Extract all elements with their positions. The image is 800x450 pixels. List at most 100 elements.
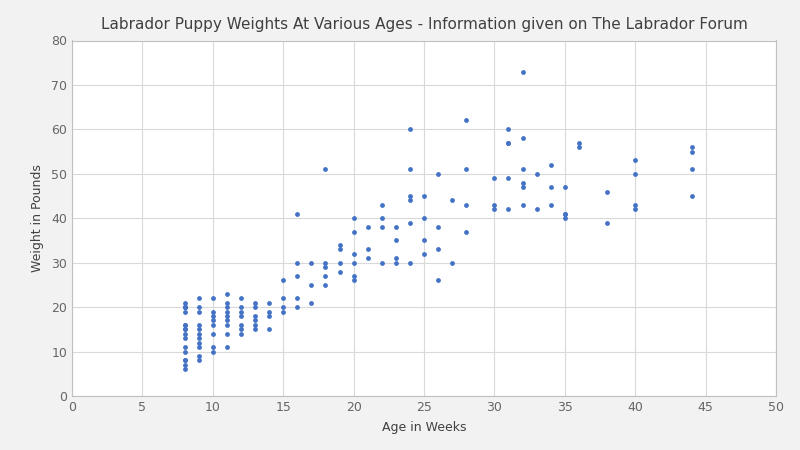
Point	[178, 326, 191, 333]
Point	[192, 295, 205, 302]
Point	[558, 210, 571, 217]
Point	[206, 348, 219, 355]
Point	[347, 259, 360, 266]
Point	[502, 206, 515, 213]
Point	[206, 317, 219, 324]
Point	[488, 201, 501, 208]
Point	[516, 135, 529, 142]
Point	[629, 206, 642, 213]
Point	[249, 317, 262, 324]
Point	[488, 175, 501, 182]
Point	[206, 321, 219, 328]
Point	[234, 326, 247, 333]
Point	[418, 237, 430, 244]
Point	[262, 326, 275, 333]
Point	[333, 246, 346, 253]
Point	[403, 126, 416, 133]
Point	[390, 224, 402, 231]
Point	[432, 224, 445, 231]
Point	[502, 139, 515, 146]
Point	[277, 295, 290, 302]
Point	[178, 361, 191, 369]
Point	[685, 193, 698, 200]
Point	[347, 277, 360, 284]
Point	[558, 210, 571, 217]
Point	[403, 193, 416, 200]
Point	[221, 312, 234, 319]
Point	[178, 366, 191, 373]
Point	[502, 126, 515, 133]
Point	[516, 166, 529, 173]
Point	[192, 343, 205, 351]
Point	[192, 303, 205, 310]
Point	[558, 215, 571, 222]
Point	[319, 281, 332, 288]
Point	[192, 357, 205, 364]
Point	[249, 321, 262, 328]
Point	[221, 299, 234, 306]
Point	[234, 312, 247, 319]
Point	[319, 166, 332, 173]
Point	[178, 321, 191, 328]
Point	[446, 259, 458, 266]
Point	[333, 268, 346, 275]
Point	[333, 241, 346, 248]
Point	[277, 308, 290, 315]
Point	[530, 170, 543, 177]
Point	[249, 303, 262, 310]
Point	[178, 303, 191, 310]
Point	[178, 357, 191, 364]
X-axis label: Age in Weeks: Age in Weeks	[382, 421, 466, 434]
Point	[178, 326, 191, 333]
Point	[234, 330, 247, 338]
Point	[249, 299, 262, 306]
Point	[178, 299, 191, 306]
Point	[221, 343, 234, 351]
Point	[432, 277, 445, 284]
Y-axis label: Weight in Pounds: Weight in Pounds	[31, 164, 44, 272]
Point	[234, 308, 247, 315]
Point	[221, 308, 234, 315]
Point	[403, 219, 416, 226]
Point	[178, 303, 191, 310]
Point	[305, 299, 318, 306]
Point	[488, 206, 501, 213]
Point	[403, 197, 416, 204]
Point	[601, 219, 614, 226]
Point	[347, 272, 360, 279]
Point	[319, 259, 332, 266]
Point	[178, 321, 191, 328]
Point	[558, 184, 571, 191]
Point	[629, 201, 642, 208]
Point	[432, 246, 445, 253]
Point	[192, 335, 205, 342]
Point	[262, 299, 275, 306]
Point	[234, 295, 247, 302]
Point	[221, 303, 234, 310]
Point	[319, 272, 332, 279]
Point	[460, 201, 473, 208]
Point	[347, 228, 360, 235]
Point	[432, 170, 445, 177]
Point	[206, 295, 219, 302]
Point	[178, 330, 191, 338]
Point	[390, 237, 402, 244]
Point	[221, 290, 234, 297]
Point	[418, 215, 430, 222]
Point	[460, 228, 473, 235]
Point	[375, 215, 388, 222]
Point	[192, 330, 205, 338]
Point	[178, 343, 191, 351]
Point	[375, 259, 388, 266]
Point	[601, 188, 614, 195]
Point	[403, 259, 416, 266]
Point	[221, 330, 234, 338]
Point	[319, 264, 332, 271]
Point	[390, 255, 402, 262]
Point	[262, 312, 275, 319]
Point	[192, 321, 205, 328]
Point	[262, 308, 275, 315]
Point	[375, 201, 388, 208]
Point	[277, 303, 290, 310]
Point	[403, 166, 416, 173]
